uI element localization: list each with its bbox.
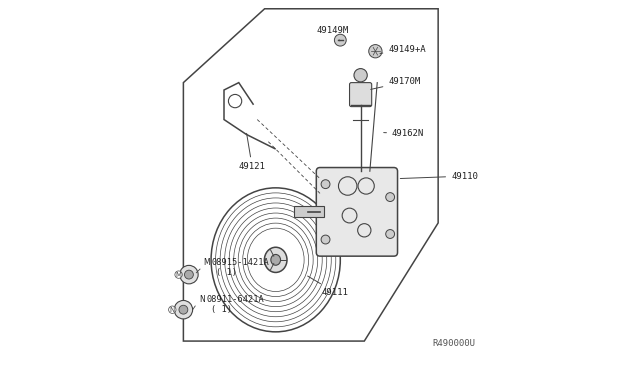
- Text: M: M: [175, 272, 182, 278]
- Circle shape: [386, 230, 395, 238]
- Circle shape: [369, 45, 382, 58]
- Text: 49162N: 49162N: [384, 129, 424, 138]
- Text: 49149+A: 49149+A: [380, 45, 426, 54]
- Circle shape: [174, 301, 193, 319]
- FancyBboxPatch shape: [349, 83, 372, 107]
- Text: 49170M: 49170M: [371, 77, 420, 89]
- Text: R490000U: R490000U: [432, 340, 475, 349]
- FancyBboxPatch shape: [294, 206, 324, 217]
- Circle shape: [321, 180, 330, 189]
- Text: 49111: 49111: [308, 276, 349, 297]
- Text: N: N: [199, 295, 205, 304]
- Ellipse shape: [271, 254, 280, 265]
- Circle shape: [386, 193, 395, 202]
- Ellipse shape: [264, 247, 287, 272]
- Text: 49149M: 49149M: [316, 26, 349, 41]
- Circle shape: [334, 34, 346, 46]
- Text: M: M: [204, 259, 211, 267]
- Circle shape: [321, 235, 330, 244]
- Text: 08911-6421A: 08911-6421A: [206, 295, 264, 304]
- Text: 49110: 49110: [400, 171, 478, 181]
- Text: ( 1): ( 1): [216, 267, 237, 277]
- Text: N: N: [170, 307, 175, 313]
- Circle shape: [180, 265, 198, 284]
- Text: 49121: 49121: [239, 133, 266, 171]
- Circle shape: [179, 305, 188, 314]
- FancyBboxPatch shape: [316, 167, 397, 256]
- Circle shape: [354, 68, 367, 82]
- Text: 08915-1421A: 08915-1421A: [211, 259, 269, 267]
- Circle shape: [184, 270, 193, 279]
- Text: ( 1): ( 1): [211, 305, 232, 314]
